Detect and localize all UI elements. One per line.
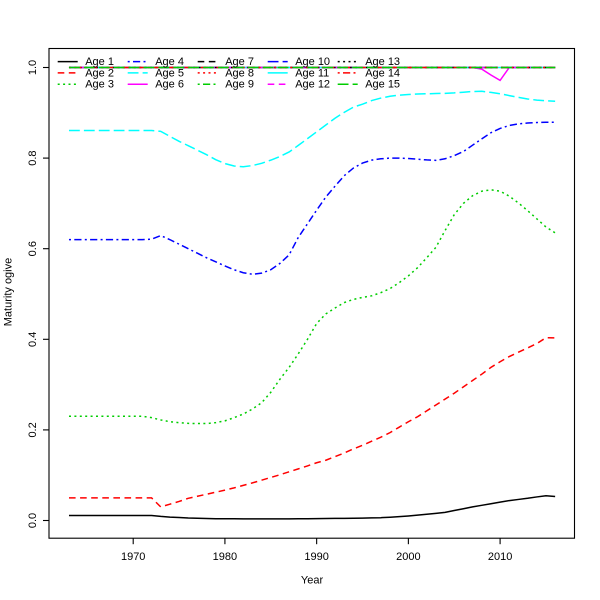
svg-text:Age 12: Age 12 (295, 79, 330, 91)
svg-text:1970: 1970 (121, 551, 145, 563)
svg-text:1990: 1990 (304, 551, 328, 563)
svg-text:1.0: 1.0 (27, 60, 39, 75)
svg-text:0.8: 0.8 (27, 150, 39, 165)
svg-text:Age 5: Age 5 (155, 67, 184, 79)
svg-text:0.4: 0.4 (27, 332, 39, 347)
svg-text:Age 3: Age 3 (85, 79, 114, 91)
svg-text:2000: 2000 (396, 551, 420, 563)
svg-text:0.2: 0.2 (27, 422, 39, 437)
svg-text:Age 2: Age 2 (85, 67, 114, 79)
svg-text:Age 10: Age 10 (295, 56, 330, 68)
svg-text:Age 15: Age 15 (365, 79, 400, 91)
svg-text:Age 13: Age 13 (365, 56, 400, 68)
svg-text:0.0: 0.0 (27, 513, 39, 528)
svg-text:2010: 2010 (488, 551, 512, 563)
svg-text:Age 14: Age 14 (365, 67, 400, 79)
svg-text:Age 8: Age 8 (225, 67, 254, 79)
svg-text:Age 7: Age 7 (225, 56, 254, 68)
svg-text:Age 1: Age 1 (85, 56, 114, 68)
svg-text:Maturity ogive: Maturity ogive (3, 258, 15, 326)
svg-text:Year: Year (301, 574, 324, 586)
svg-text:Age 4: Age 4 (155, 56, 184, 68)
svg-text:Age 6: Age 6 (155, 79, 184, 91)
svg-text:0.6: 0.6 (27, 241, 39, 256)
svg-text:1980: 1980 (213, 551, 237, 563)
svg-text:Age 11: Age 11 (295, 67, 329, 79)
svg-text:Age 9: Age 9 (225, 79, 254, 91)
